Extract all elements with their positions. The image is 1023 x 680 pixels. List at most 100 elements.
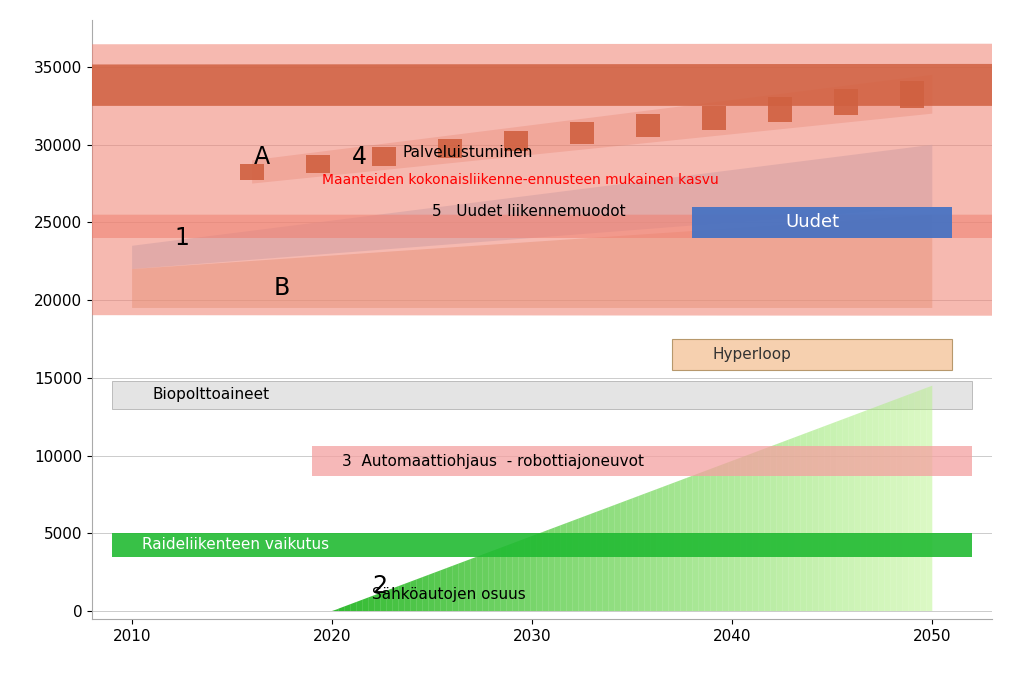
Text: Biopolttoaineet: Biopolttoaineet [152,388,269,403]
Polygon shape [764,447,770,611]
Bar [306,156,330,173]
Polygon shape [632,496,638,611]
Polygon shape [866,408,873,611]
Polygon shape [398,584,404,611]
Bar [113,533,972,557]
Polygon shape [252,75,932,184]
FancyBboxPatch shape [693,207,952,238]
Polygon shape [651,490,656,611]
Polygon shape [662,485,668,611]
Bar [702,105,726,129]
Polygon shape [513,541,519,611]
Polygon shape [873,406,879,611]
Polygon shape [693,473,699,611]
Polygon shape [735,458,741,611]
Polygon shape [926,386,932,611]
Bar [768,97,792,122]
Polygon shape [614,503,620,611]
Polygon shape [0,215,1023,316]
Polygon shape [339,607,344,611]
Polygon shape [794,435,800,611]
Polygon shape [842,418,848,611]
Polygon shape [452,564,458,611]
Bar [312,446,972,476]
Polygon shape [429,573,434,611]
Polygon shape [800,433,806,611]
Polygon shape [746,454,752,611]
Polygon shape [590,512,596,611]
Polygon shape [132,215,932,308]
Text: Maanteiden kokonaisliikenne-ennusteen mukainen kasvu: Maanteiden kokonaisliikenne-ennusteen mu… [322,173,719,188]
Polygon shape [404,581,410,611]
Polygon shape [0,44,1023,238]
Polygon shape [422,575,429,611]
Polygon shape [572,519,578,611]
Polygon shape [699,471,704,611]
Text: B: B [274,275,291,300]
Polygon shape [416,577,422,611]
Polygon shape [381,591,386,611]
Polygon shape [896,397,902,611]
Text: A: A [254,145,270,169]
Polygon shape [440,568,446,611]
Polygon shape [482,552,488,611]
Polygon shape [854,413,860,611]
Polygon shape [344,605,350,611]
Text: Uudet: Uudet [786,214,839,231]
Text: 4: 4 [352,145,367,169]
Bar [636,114,660,137]
Polygon shape [603,507,609,611]
Polygon shape [494,548,500,611]
Polygon shape [0,64,1023,106]
Polygon shape [471,557,476,611]
Polygon shape [890,399,896,611]
Polygon shape [686,476,693,611]
Polygon shape [332,609,339,611]
Polygon shape [879,404,884,611]
Polygon shape [825,424,831,611]
Polygon shape [860,411,866,611]
Polygon shape [758,449,764,611]
Polygon shape [921,388,926,611]
Text: 5   Uudet liikennemuodot: 5 Uudet liikennemuodot [432,204,626,219]
Text: 2: 2 [372,574,387,598]
Polygon shape [350,602,356,611]
Bar [240,164,264,180]
Text: Palveluistuminen: Palveluistuminen [402,145,533,160]
Polygon shape [488,550,494,611]
Polygon shape [392,586,398,611]
Polygon shape [668,483,674,611]
Text: Raideliikenteen vaikutus: Raideliikenteen vaikutus [142,537,329,552]
Polygon shape [789,437,794,611]
Polygon shape [356,600,362,611]
Polygon shape [506,543,513,611]
Polygon shape [620,500,626,611]
Polygon shape [410,579,416,611]
Polygon shape [818,426,825,611]
Bar [504,131,528,151]
Polygon shape [536,532,542,611]
Polygon shape [530,534,536,611]
Polygon shape [752,451,758,611]
Text: Hyperloop: Hyperloop [712,347,791,362]
Polygon shape [584,514,590,611]
FancyBboxPatch shape [672,339,952,370]
Polygon shape [680,478,686,611]
Polygon shape [464,559,471,611]
Polygon shape [561,523,566,611]
Polygon shape [908,392,915,611]
Polygon shape [578,516,584,611]
Polygon shape [596,509,603,611]
Polygon shape [915,390,921,611]
Bar [570,122,594,144]
Bar [113,381,972,409]
Polygon shape [831,422,836,611]
Polygon shape [500,545,506,611]
Polygon shape [716,464,722,611]
Text: 3  Automaattiohjaus  - robottiajoneuvot: 3 Automaattiohjaus - robottiajoneuvot [342,454,644,469]
Polygon shape [434,571,440,611]
Polygon shape [609,505,614,611]
Polygon shape [656,487,662,611]
Polygon shape [458,562,464,611]
Polygon shape [812,428,818,611]
